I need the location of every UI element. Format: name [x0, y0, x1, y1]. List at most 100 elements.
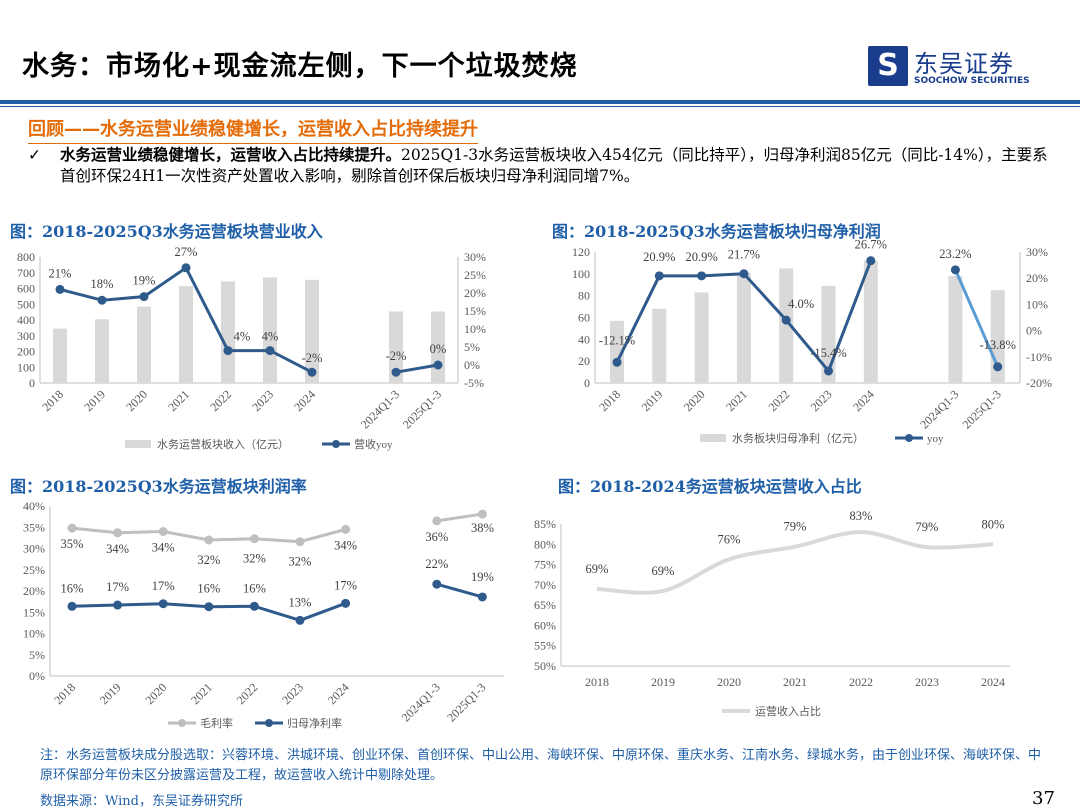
legend-line-marker [265, 719, 273, 727]
logo-text-en: SOOCHOW SECURITIES [914, 76, 1030, 86]
y-tick-label: 80 [578, 289, 590, 303]
data-label: 20.9% [685, 250, 717, 264]
yoy-point [866, 256, 876, 266]
x-tick-label: 2022 [234, 680, 261, 707]
slide-title: 水务：市场化+现金流左侧，下一个垃圾焚烧 [22, 51, 578, 82]
data-label: 79% [784, 520, 807, 534]
margin-point [204, 602, 214, 612]
data-label: 38% [471, 521, 494, 535]
yoy-point [950, 265, 960, 275]
data-label: 34% [106, 542, 129, 556]
margin-point [341, 524, 351, 534]
x-tick-label: 2018 [51, 680, 78, 707]
data-label: 69% [586, 562, 609, 576]
logo-s-icon: S [868, 46, 908, 86]
margin-point [249, 601, 259, 611]
y-tick-label: 5% [29, 648, 45, 662]
yoy-point [391, 367, 401, 377]
yoy-point [739, 269, 749, 279]
data-label: 34% [334, 538, 357, 552]
data-label: 21.7% [728, 248, 760, 262]
data-label: 36% [425, 530, 448, 544]
logo-text-cn: 东吴证券 [914, 50, 1014, 78]
bar [95, 319, 109, 383]
bar [990, 290, 1005, 383]
data-label: 32% [243, 552, 266, 566]
yoy-point [139, 292, 149, 302]
y-tick-label-right: 0% [1026, 324, 1042, 338]
bar [389, 311, 403, 383]
yoy-point [993, 362, 1003, 372]
data-label: 19% [471, 570, 494, 584]
data-label: 4.0% [788, 297, 814, 311]
y-tick-label: 400 [17, 313, 35, 327]
y-tick-label: 60% [534, 618, 556, 632]
x-tick-label: 2024 [325, 680, 352, 707]
section-subheading: 回顾——水务运营业绩稳健增长，运营收入占比持续提升 [28, 115, 478, 144]
yoy-point [223, 346, 233, 356]
legend-label: 毛利率 [200, 716, 233, 730]
x-tick-label: 2020 [681, 387, 708, 414]
x-tick-label: 2024 [981, 675, 1005, 689]
x-tick-label: 2024Q1-3 [917, 387, 961, 431]
yoy-point [824, 366, 833, 376]
x-tick-label: 2022 [765, 387, 792, 414]
bar [652, 308, 667, 383]
margin-point [341, 598, 351, 608]
bar [736, 272, 751, 383]
margin-point [113, 600, 123, 610]
y-tick-label: 40 [578, 332, 590, 346]
margin-point [204, 535, 214, 545]
data-label: 20.9% [643, 250, 675, 264]
y-tick-label: 20% [23, 584, 45, 598]
margin-point [158, 599, 168, 609]
y-tick-label: 65% [534, 598, 556, 612]
margin-point [67, 523, 77, 533]
x-tick-label: 2023 [279, 680, 306, 707]
margin-point [295, 615, 305, 625]
y-tick-label: 100 [17, 360, 35, 374]
y-tick-label: 0 [29, 376, 35, 390]
bar [179, 286, 193, 383]
data-label: 16% [197, 582, 220, 596]
data-label: 69% [652, 564, 675, 578]
yoy-point [781, 315, 791, 325]
y-tick-label-right: 30% [464, 250, 486, 264]
yoy-point [97, 295, 107, 305]
legend-line-marker [178, 719, 186, 727]
data-label: 32% [197, 553, 220, 567]
x-tick-label: 2024Q1-3 [399, 680, 443, 724]
x-tick-label: 2019 [651, 675, 675, 689]
page-number: 37 [1032, 788, 1055, 809]
data-label: 27% [175, 245, 198, 259]
margin-line [71, 601, 347, 622]
bar [53, 328, 67, 383]
y-tick-label-right: 20% [464, 286, 486, 300]
data-label: 16% [61, 581, 84, 595]
y-tick-label-right: 5% [464, 340, 480, 354]
data-label: 22% [425, 557, 448, 571]
y-tick-label: 15% [23, 605, 45, 619]
x-tick-label: 2020 [717, 675, 741, 689]
data-label: 83% [850, 509, 873, 523]
y-tick-label: 800 [17, 250, 35, 264]
data-label: 17% [152, 579, 175, 593]
y-tick-label: 500 [17, 297, 35, 311]
bar [137, 306, 151, 383]
y-tick-label-right: 25% [464, 268, 486, 282]
y-tick-label: 35% [23, 520, 45, 534]
data-label: -15.4% [810, 346, 846, 360]
chart-title-operating-share: 图：2018-2024务运营板块运营收入占比 [558, 477, 862, 496]
chart-title-revenue: 图：2018-2025Q3水务运营板块营业收入 [10, 222, 323, 241]
x-tick-label: 2022 [849, 675, 873, 689]
x-tick-label: 2019 [639, 387, 666, 414]
chart-title-margin: 图：2018-2025Q3水务运营板块利润率 [10, 477, 307, 496]
x-tick-label: 2022 [207, 387, 234, 414]
margin-point [432, 579, 442, 589]
data-label: -12.1% [599, 333, 635, 347]
x-tick-label: 2023 [249, 387, 276, 414]
bar [821, 285, 836, 383]
y-tick-label-right: 30% [1026, 245, 1048, 259]
y-tick-label: 30% [23, 542, 45, 556]
x-tick-label: 2020 [142, 680, 169, 707]
